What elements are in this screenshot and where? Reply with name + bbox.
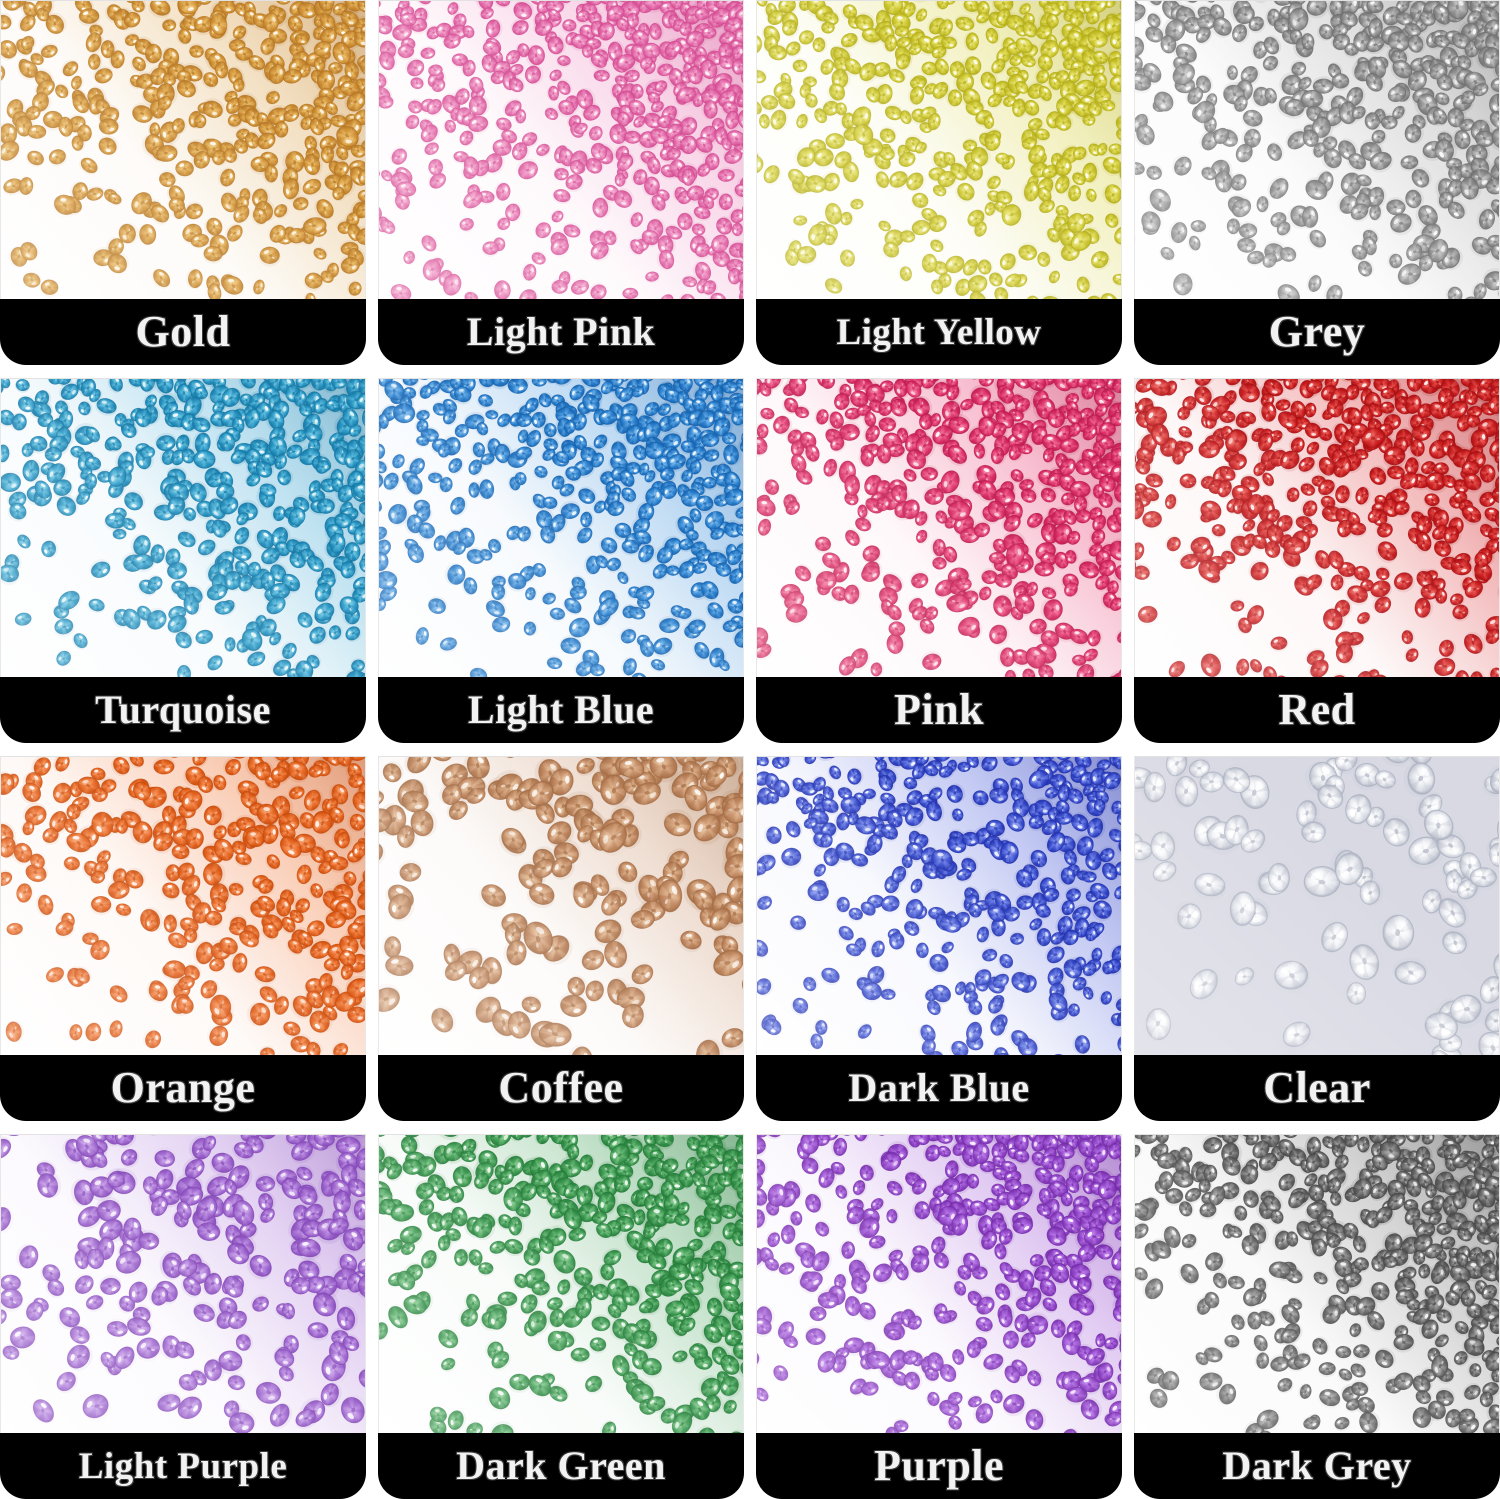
gem-scatter-coffee — [379, 757, 743, 1055]
swatch-label-bar-purple: Purple — [756, 1433, 1122, 1499]
swatch-photo-grey — [1134, 0, 1500, 299]
swatch-label-text: Red — [1278, 685, 1356, 734]
color-swatch-grey[interactable]: Grey — [1134, 0, 1500, 365]
swatch-photo-purple — [756, 1134, 1122, 1433]
swatch-label-text: Light Yellow — [836, 311, 1042, 353]
swatch-photo-gold — [0, 0, 366, 299]
swatch-label-bar-dark-blue: Dark Blue — [756, 1055, 1122, 1121]
swatch-label-text: Light Purple — [78, 1445, 288, 1487]
gem-scatter-light-blue — [379, 379, 743, 677]
swatch-label-bar-dark-green: Dark Green — [378, 1433, 744, 1499]
swatch-label-text: Coffee — [498, 1063, 624, 1112]
swatch-label-bar-coffee: Coffee — [378, 1055, 744, 1121]
swatch-photo-red — [1134, 378, 1500, 677]
gem-scatter-clear — [1135, 757, 1499, 1055]
swatch-photo-pink — [756, 378, 1122, 677]
gem-scatter-light-purple — [1, 1135, 365, 1433]
swatch-photo-dark-green — [378, 1134, 744, 1433]
color-swatch-dark-grey[interactable]: Dark Grey — [1134, 1134, 1500, 1499]
gem-scatter-dark-blue — [757, 757, 1121, 1055]
swatch-photo-light-purple — [0, 1134, 366, 1433]
swatch-label-bar-light-yellow: Light Yellow — [756, 299, 1122, 365]
gem-scatter-pink — [757, 379, 1121, 677]
gem-scatter-dark-grey — [1135, 1135, 1499, 1433]
swatch-label-text: Pink — [893, 685, 985, 734]
swatch-label-text: Dark Grey — [1222, 1443, 1412, 1488]
swatch-label-bar-clear: Clear — [1134, 1055, 1500, 1121]
swatch-label-bar-light-pink: Light Pink — [378, 299, 744, 365]
gem-scatter-purple — [757, 1135, 1121, 1433]
swatch-label-bar-grey: Grey — [1134, 299, 1500, 365]
color-swatch-orange[interactable]: Orange — [0, 756, 366, 1121]
swatch-label-bar-dark-grey: Dark Grey — [1134, 1433, 1500, 1499]
gem-scatter-gold — [1, 1, 365, 299]
swatch-label-bar-pink: Pink — [756, 677, 1122, 743]
swatch-label-text: Purple — [873, 1441, 1005, 1490]
swatch-label-text: Dark Green — [456, 1443, 666, 1488]
swatch-label-text: Gold — [135, 307, 231, 356]
gem-scatter-light-yellow — [757, 1, 1121, 299]
swatch-photo-dark-grey — [1134, 1134, 1500, 1433]
color-swatch-light-pink[interactable]: Light Pink — [378, 0, 744, 365]
swatch-label-bar-gold: Gold — [0, 299, 366, 365]
color-swatch-clear[interactable]: Clear — [1134, 756, 1500, 1121]
swatch-label-bar-orange: Orange — [0, 1055, 366, 1121]
swatch-photo-light-yellow — [756, 0, 1122, 299]
swatch-label-text: Grey — [1268, 307, 1366, 356]
swatch-label-bar-red: Red — [1134, 677, 1500, 743]
swatch-label-text: Light Blue — [467, 687, 655, 732]
color-swatch-light-blue[interactable]: Light Blue — [378, 378, 744, 743]
swatch-photo-light-blue — [378, 378, 744, 677]
gem-scatter-grey — [1135, 1, 1499, 299]
swatch-label-bar-light-blue: Light Blue — [378, 677, 744, 743]
gem-scatter-dark-green — [379, 1135, 743, 1433]
swatch-photo-clear — [1134, 756, 1500, 1055]
color-swatch-turquoise[interactable]: Turquoise — [0, 378, 366, 743]
color-swatch-purple[interactable]: Purple — [756, 1134, 1122, 1499]
gem-scatter-turquoise — [1, 379, 365, 677]
color-swatch-light-yellow[interactable]: Light Yellow — [756, 0, 1122, 365]
swatch-label-bar-light-purple: Light Purple — [0, 1433, 366, 1499]
gem-scatter-light-pink — [379, 1, 743, 299]
swatch-photo-coffee — [378, 756, 744, 1055]
gem-scatter-orange — [1, 757, 365, 1055]
swatch-label-bar-turquoise: Turquoise — [0, 677, 366, 743]
swatch-label-text: Turquoise — [95, 687, 271, 732]
swatch-label-text: Light Pink — [466, 309, 656, 354]
color-swatch-light-purple[interactable]: Light Purple — [0, 1134, 366, 1499]
color-swatch-dark-green[interactable]: Dark Green — [378, 1134, 744, 1499]
swatch-label-text: Dark Blue — [848, 1065, 1030, 1110]
color-swatch-coffee[interactable]: Coffee — [378, 756, 744, 1121]
color-swatch-gold[interactable]: Gold — [0, 0, 366, 365]
swatch-photo-orange — [0, 756, 366, 1055]
swatch-photo-light-pink — [378, 0, 744, 299]
color-swatch-red[interactable]: Red — [1134, 378, 1500, 743]
swatch-label-text: Orange — [110, 1063, 256, 1112]
color-swatch-pink[interactable]: Pink — [756, 378, 1122, 743]
swatch-label-text: Clear — [1263, 1063, 1371, 1112]
swatch-photo-dark-blue — [756, 756, 1122, 1055]
swatch-photo-turquoise — [0, 378, 366, 677]
gem-scatter-red — [1135, 379, 1499, 677]
color-swatch-dark-blue[interactable]: Dark Blue — [756, 756, 1122, 1121]
